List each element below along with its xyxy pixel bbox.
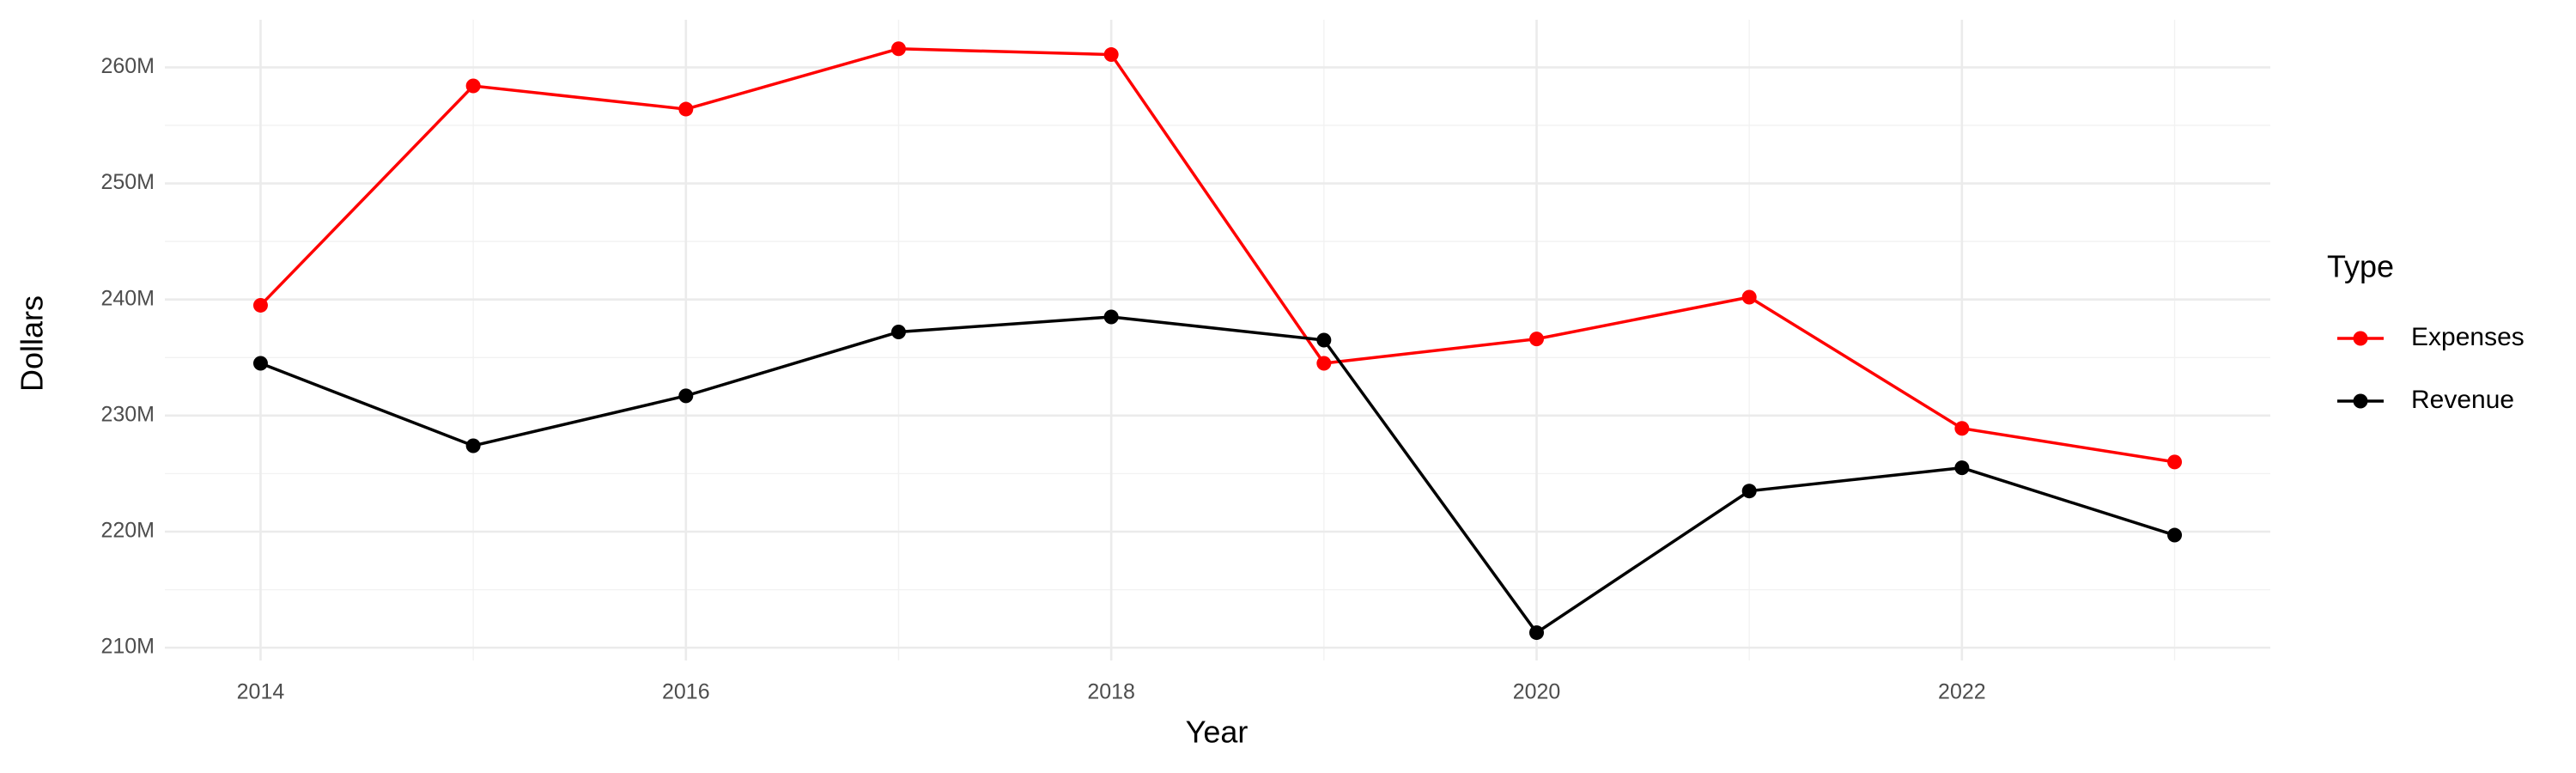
data-point: [1529, 625, 1545, 641]
data-point: [890, 41, 906, 57]
data-point: [1529, 332, 1545, 347]
data-point: [1316, 356, 1332, 371]
x-tick-label: 2022: [1938, 680, 1986, 704]
y-tick-label: 240M: [100, 286, 155, 310]
y-tick-label: 210M: [100, 635, 155, 659]
x-tick-label: 2018: [1087, 680, 1135, 704]
data-point: [1741, 484, 1757, 499]
data-point: [890, 325, 906, 340]
data-point: [1954, 421, 1970, 436]
data-point: [1316, 332, 1332, 348]
grid: [165, 20, 2270, 660]
x-axis-title: Year: [1186, 715, 1249, 750]
legend-title: Type: [2327, 249, 2394, 284]
data-point: [465, 438, 481, 453]
series-line: [259, 47, 2175, 464]
data-point: [2167, 527, 2183, 543]
x-tick-label: 2020: [1513, 680, 1561, 704]
data-point: [465, 78, 481, 94]
data-point: [2167, 454, 2183, 470]
y-axis-title: Dollars: [15, 295, 50, 392]
data-point: [1741, 289, 1757, 305]
y-tick-label: 250M: [100, 170, 155, 194]
series-line: [259, 315, 2176, 635]
legend-marker: [2353, 331, 2368, 346]
legend-label: Expenses: [2411, 323, 2524, 351]
data-point: [1954, 460, 1970, 476]
legend-label: Revenue: [2411, 386, 2514, 414]
data-point: [678, 101, 694, 117]
data-point: [252, 297, 268, 313]
x-tick-label: 2014: [237, 680, 285, 704]
legend-marker: [2353, 393, 2368, 409]
data-point: [1103, 309, 1119, 325]
x-tick-label: 2016: [662, 680, 710, 704]
data-point: [252, 356, 268, 371]
data-point: [678, 388, 694, 404]
data-point: [1103, 47, 1119, 63]
y-tick-label: 260M: [100, 54, 155, 78]
y-tick-label: 230M: [100, 402, 155, 426]
y-tick-label: 220M: [100, 519, 155, 543]
